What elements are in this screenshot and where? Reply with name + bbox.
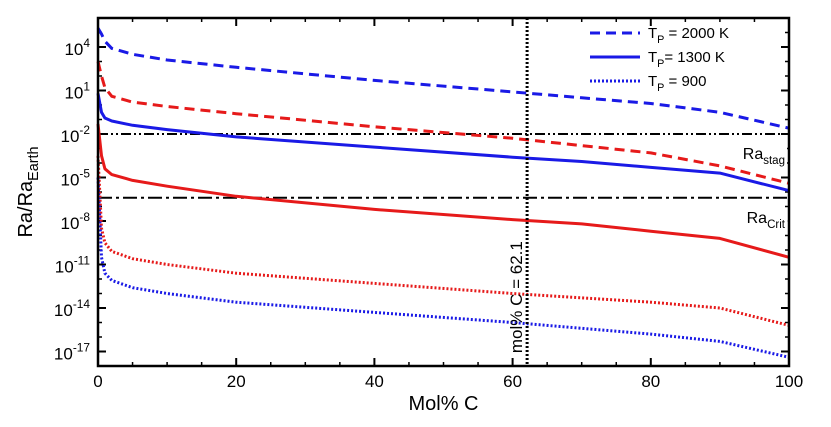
x-tick-label: 60 (503, 372, 522, 391)
series-line (96, 177, 790, 359)
y-tick-label: 10-2 (61, 123, 91, 146)
x-tick-label: 0 (93, 372, 102, 391)
x-tick-label: 100 (775, 372, 803, 391)
y-tick-label: 101 (64, 80, 90, 103)
reference-line-label: RaCrit (747, 210, 786, 231)
series-line (96, 93, 790, 193)
reference-label-bg (740, 145, 787, 168)
x-axis-title: Mol% C (408, 393, 478, 415)
x-tick-label: 80 (641, 372, 660, 391)
vertical-line-label: mol% C = 62.1 (507, 241, 526, 353)
y-tick-label: 10-8 (61, 210, 91, 233)
y-axis-title: Ra/RaEarth (15, 146, 42, 237)
x-tick-label: 20 (227, 372, 246, 391)
x-tick-label: 40 (365, 372, 384, 391)
legend-entry-label: TP = 2000 K (648, 25, 729, 46)
plot-frame (96, 16, 791, 368)
reference-line-label: Rastag (743, 146, 785, 167)
series-line (96, 27, 790, 130)
legend-entry-label: TP= 1300 K (648, 49, 725, 70)
reference-label-bg (744, 208, 788, 232)
series-line (96, 155, 790, 327)
legend-entry-label: TP = 900 (648, 73, 707, 94)
y-tick-label: 10-5 (61, 167, 91, 190)
y-tick-label: 10-17 (54, 341, 90, 364)
y-tick-label: 10-14 (54, 297, 90, 320)
y-tick-label: 10-11 (55, 254, 91, 277)
series-line (96, 123, 790, 259)
y-tick-label: 104 (64, 36, 90, 59)
series-line (96, 61, 790, 185)
